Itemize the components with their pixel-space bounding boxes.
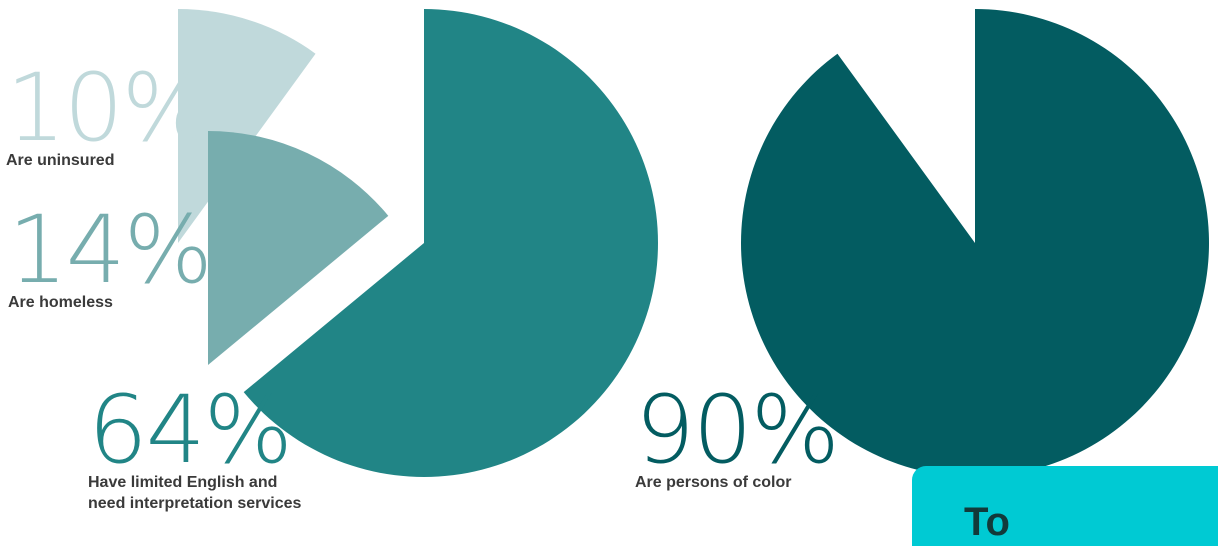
stat-persons-of-color: 90% Are persons of color <box>635 376 840 493</box>
uninsured-label: Are uninsured <box>6 152 115 169</box>
homeless-slice <box>208 131 389 365</box>
uninsured-percent: 10% <box>6 54 211 163</box>
callout-box: To <box>912 466 1218 546</box>
limited-english-percent: 64% <box>88 376 293 485</box>
stat-limited-english: 64% Have limited English and need interp… <box>88 384 301 514</box>
persons-of-color-slice <box>741 9 1210 477</box>
limited-english-label-line2: need interpretation services <box>88 495 302 512</box>
homeless-label: Are homeless <box>8 294 113 311</box>
limited-english-slice <box>243 9 658 477</box>
stat-homeless: 14% Are homeless <box>8 196 213 313</box>
callout-text: To <box>964 500 1010 544</box>
homeless-percent: 14% <box>8 196 213 305</box>
pie-charts <box>178 9 1210 477</box>
persons-of-color-label: Are persons of color <box>635 474 792 491</box>
limited-english-label-line1: Have limited English and <box>88 474 278 491</box>
persons-of-color-percent: 90% <box>635 376 840 485</box>
stat-uninsured: 10% Are uninsured <box>6 54 211 171</box>
